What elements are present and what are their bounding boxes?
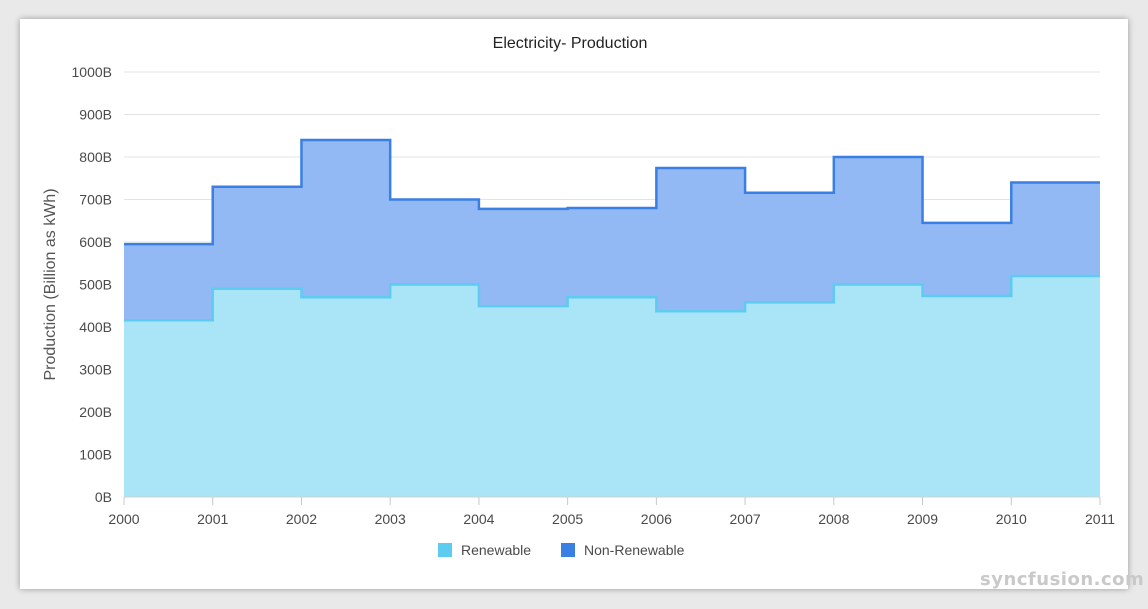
x-tick-label: 2011: [1085, 511, 1115, 527]
legend-swatch: [561, 543, 575, 557]
x-tick-label: 2005: [552, 511, 583, 527]
x-tick-label: 2009: [907, 511, 938, 527]
axes: 0B 100B 200B 300B 400B 500B 600B 700B 800B 900B 10…: [72, 64, 1116, 527]
y-tick-label: 800B: [79, 149, 112, 165]
legend-swatch: [438, 543, 452, 557]
y-tick-label: 1000B: [72, 64, 112, 80]
chart-card: Electricity- Production Production (Bill…: [20, 19, 1144, 590]
y-tick-label: 300B: [79, 362, 112, 378]
x-tick-label: 2001: [197, 511, 228, 527]
series-areas: [124, 138, 1100, 497]
y-tick-label: 0B: [95, 489, 112, 505]
y-tick-label: 700B: [79, 192, 112, 208]
y-axis-title: Production (Billion as kWh): [42, 188, 59, 380]
legend-item-non-renewable[interactable]: Non-Renewable: [561, 542, 685, 558]
x-tick-label: 2004: [463, 511, 494, 527]
x-tick-label: 2000: [108, 511, 139, 527]
x-tick-label: 2002: [286, 511, 317, 527]
x-tick-label: 2007: [730, 511, 761, 527]
step-area-chart: Electricity- Production Production (Bill…: [42, 35, 1116, 558]
y-tick-label: 400B: [79, 319, 112, 335]
renewable-area[interactable]: [124, 276, 1100, 497]
renewable-line[interactable]: [124, 274, 1100, 322]
x-tick-label: 2006: [641, 511, 672, 527]
legend: Renewable Non-Renewable: [438, 542, 685, 558]
y-tick-label: 100B: [79, 447, 112, 463]
y-tick-label: 600B: [79, 234, 112, 250]
legend-label: Non-Renewable: [584, 542, 685, 558]
y-tick-label: 900B: [79, 107, 112, 123]
chart-title: Electricity- Production: [493, 35, 648, 52]
x-tick-label: 2008: [818, 511, 849, 527]
legend-label: Renewable: [461, 542, 531, 558]
non-renewable-line[interactable]: [124, 138, 1100, 246]
x-tick-label: 2003: [375, 511, 406, 527]
y-tick-label: 200B: [79, 404, 112, 420]
watermark: syncfusion.com: [980, 569, 1145, 590]
legend-item-renewable[interactable]: Renewable: [438, 542, 531, 558]
y-tick-label: 500B: [79, 277, 112, 293]
x-tick-label: 2010: [996, 511, 1027, 527]
